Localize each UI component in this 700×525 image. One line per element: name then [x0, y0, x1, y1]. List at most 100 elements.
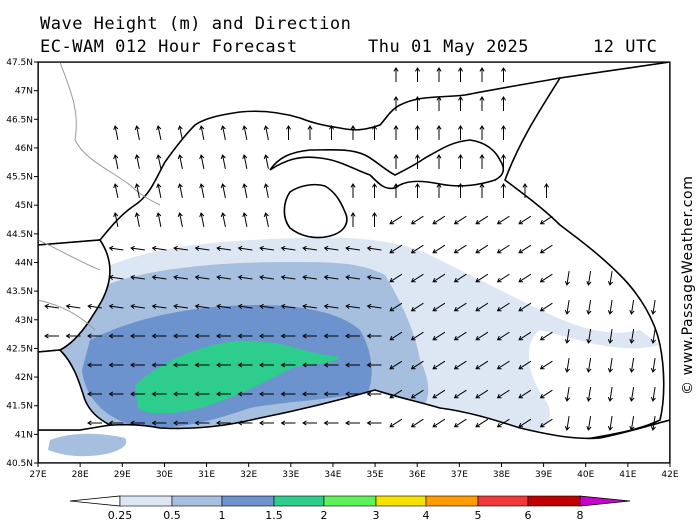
direction-arrow [328, 125, 335, 140]
wave-band-15-2 [135, 340, 340, 414]
border-line [59, 62, 161, 206]
direction-arrow [453, 302, 467, 312]
direction-arrow [586, 300, 592, 315]
direction-arrow [242, 154, 248, 169]
direction-arrow [199, 183, 205, 198]
direction-arrow [156, 125, 162, 140]
lat-tick-label: 45N [15, 201, 33, 211]
direction-arrow [414, 96, 421, 111]
direction-arrow [65, 333, 81, 339]
direction-arrow [216, 333, 231, 339]
direction-arrow [453, 360, 467, 370]
direction-arrow [194, 420, 210, 426]
direction-arrow [586, 358, 592, 373]
direction-arrow [151, 362, 167, 368]
direction-arrow [629, 300, 635, 315]
direction-arrow [393, 154, 399, 169]
direction-arrow [345, 245, 360, 251]
direction-arrow [280, 333, 296, 339]
direction-arrow [216, 362, 231, 368]
direction-arrow [586, 271, 592, 286]
direction-arrow [366, 245, 382, 251]
direction-arrow [108, 303, 124, 309]
direction-arrow [410, 244, 424, 254]
direction-arrow [607, 358, 613, 373]
direction-arrow [389, 360, 403, 370]
direction-arrow [156, 154, 162, 169]
direction-arrow [457, 183, 464, 198]
direction-arrow [199, 212, 205, 227]
direction-arrow [280, 420, 296, 426]
direction-arrow [414, 125, 421, 140]
direction-arrow [237, 303, 253, 309]
direction-arrow [389, 418, 403, 428]
direction-arrow [177, 183, 183, 198]
direction-arrow [539, 215, 553, 225]
direction-arrow [475, 418, 489, 428]
direction-arrow [518, 302, 532, 312]
direction-arrow [134, 154, 140, 169]
lat-tick-label: 41N [15, 430, 33, 440]
direction-arrow [389, 244, 403, 254]
direction-arrow [220, 212, 226, 227]
direction-arrow [173, 391, 188, 397]
direction-arrow [199, 125, 205, 140]
direction-arrow [87, 362, 102, 368]
legend-label: 1 [219, 509, 226, 522]
direction-arrow [345, 274, 360, 280]
direction-arrow [259, 391, 274, 397]
latitude-axis: 47.5N 47N 46.5N 46N 45.5N 45N 44.5N 44N 43.5N 43N… [6, 58, 38, 469]
direction-arrow [302, 303, 317, 309]
direction-arrow [216, 245, 231, 251]
legend-label: 2 [321, 509, 328, 522]
direction-arrow [393, 183, 399, 198]
direction-arrow [237, 274, 253, 280]
direction-arrow [237, 333, 253, 339]
direction-arrow [518, 244, 532, 254]
direction-arrow [389, 273, 403, 283]
direction-arrow [237, 245, 253, 251]
direction-arrow [453, 331, 467, 341]
direction-arrow [475, 302, 489, 312]
direction-arrow [586, 387, 592, 402]
forecast-time: 12 UTC [593, 37, 658, 57]
lat-tick-label: 42N [15, 373, 33, 383]
direction-arrow [453, 273, 467, 283]
direction-arrow [607, 416, 613, 431]
direction-arrow [216, 391, 231, 397]
direction-arrow [130, 333, 145, 339]
direction-arrow [432, 360, 446, 370]
direction-arrow [650, 358, 656, 373]
direction-arrow [496, 418, 510, 428]
lon-tick-label: 30E [156, 470, 173, 480]
map-title: Wave Height (m) and Direction [40, 14, 352, 34]
direction-arrow [366, 333, 382, 339]
direction-arrow [151, 333, 167, 339]
direction-arrow [586, 416, 592, 431]
direction-arrow [539, 360, 553, 370]
direction-arrow [564, 358, 570, 373]
direction-arrow [453, 244, 467, 254]
legend-swatch [477, 495, 529, 507]
direction-arrow [432, 389, 446, 399]
direction-arrow [194, 362, 210, 368]
legend-label: 3 [373, 509, 380, 522]
direction-arrow [500, 67, 507, 82]
direction-arrow [432, 418, 446, 428]
direction-arrow [237, 362, 253, 368]
direction-arrow [366, 362, 382, 368]
direction-arrow [130, 362, 145, 368]
direction-arrow [285, 125, 292, 140]
lat-tick-label: 41.5N [6, 402, 33, 412]
direction-arrow [629, 387, 635, 402]
direction-arrow [629, 358, 635, 373]
direction-arrow [108, 420, 124, 426]
direction-arrow [173, 420, 188, 426]
direction-arrow [345, 420, 360, 426]
direction-arrow [345, 362, 360, 368]
direction-arrow [194, 333, 210, 339]
direction-arrow [259, 274, 274, 280]
direction-arrow [65, 303, 81, 309]
lat-tick-label: 47N [15, 87, 33, 97]
direction-arrow [518, 389, 532, 399]
